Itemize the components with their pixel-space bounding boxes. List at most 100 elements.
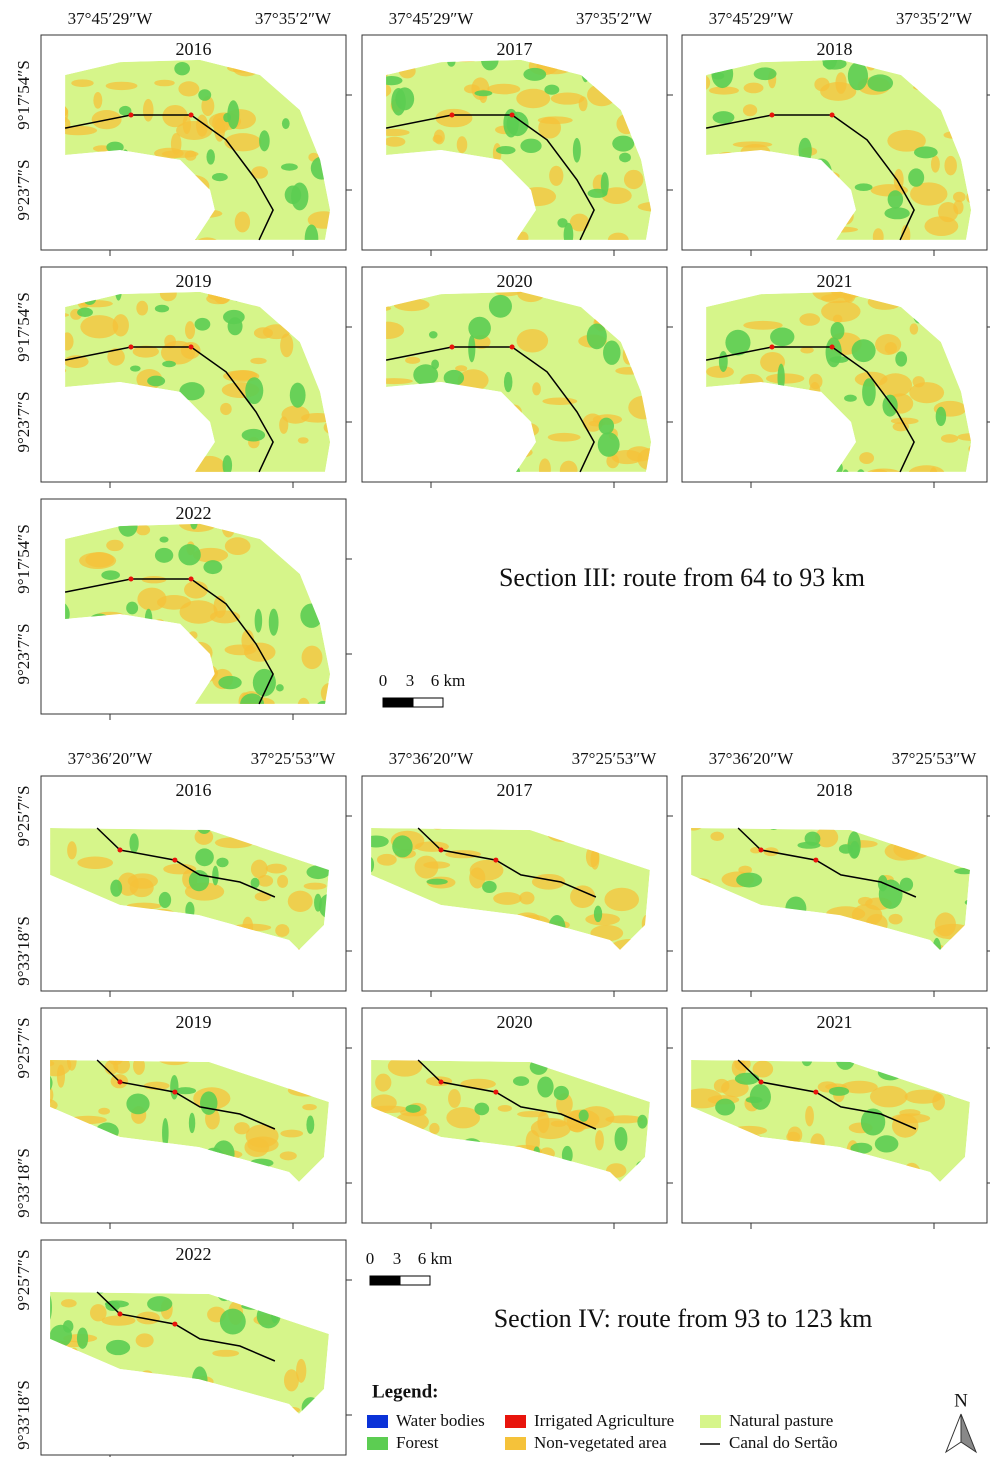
forest-patch — [413, 364, 439, 386]
forest-patch — [281, 118, 290, 130]
forest-patch — [203, 560, 223, 575]
forest-patch — [218, 675, 242, 690]
non-vegetated-patch — [530, 1117, 571, 1140]
forest-patch — [281, 163, 298, 171]
non-vegetated-patch — [159, 291, 177, 302]
non-vegetated-patch — [50, 1060, 72, 1077]
forest-patch — [829, 356, 849, 363]
year-label: 2021 — [817, 271, 853, 291]
non-vegetated-patch — [578, 1106, 615, 1129]
non-vegetated-patch — [537, 116, 573, 125]
section-title: Section IV: route from 93 to 123 km — [494, 1304, 873, 1333]
non-vegetated-patch — [98, 1107, 110, 1115]
longitude-label: 37°35′2″W — [896, 9, 973, 28]
forest-patch — [862, 378, 876, 407]
legend-swatch — [505, 1415, 526, 1428]
forest-patch — [314, 893, 322, 912]
forest-patch — [405, 1104, 421, 1113]
forest-patch — [395, 87, 415, 111]
forest-patch — [428, 331, 438, 339]
forest-patch — [835, 1060, 856, 1070]
forest-patch — [847, 62, 869, 91]
forest-patch — [77, 307, 93, 318]
irrigated-spot — [172, 1321, 178, 1327]
section-title: Section III: route from 64 to 93 km — [499, 563, 865, 592]
non-vegetated-patch — [262, 324, 290, 340]
forest-patch — [860, 1108, 886, 1136]
non-vegetated-patch — [254, 892, 272, 902]
non-vegetated-patch — [456, 136, 468, 154]
non-vegetated-patch — [136, 300, 149, 316]
forest-patch — [895, 351, 908, 367]
forest-patch — [736, 872, 763, 888]
forest-patch — [200, 1091, 218, 1115]
year-label: 2022 — [176, 1244, 212, 1264]
non-vegetated-patch — [301, 645, 323, 670]
non-vegetated-patch — [106, 539, 124, 552]
non-vegetated-patch — [133, 1060, 145, 1075]
non-vegetated-patch — [162, 104, 188, 128]
non-vegetated-patch — [487, 83, 521, 95]
forest-patch — [537, 1076, 554, 1098]
non-vegetated-patch — [112, 314, 129, 337]
non-vegetated-patch — [296, 1358, 307, 1383]
forest-patch — [882, 394, 898, 417]
forest-patch — [850, 1142, 873, 1154]
non-vegetated-patch — [375, 1073, 392, 1092]
irrigated-spot — [509, 344, 515, 350]
legend-label: Non-vegetated area — [534, 1433, 667, 1452]
forest-patch — [170, 1074, 179, 1100]
forest-patch — [612, 135, 635, 152]
non-vegetated-patch — [841, 1080, 878, 1094]
irrigated-spot — [438, 847, 444, 853]
non-vegetated-patch — [909, 382, 945, 404]
non-vegetated-patch — [930, 155, 940, 173]
forest-patch — [154, 304, 170, 313]
non-vegetated-patch — [821, 300, 861, 323]
forest-patch — [884, 207, 910, 220]
forest-patch — [106, 141, 124, 153]
non-vegetated-patch — [178, 81, 200, 97]
forest-patch — [318, 893, 329, 919]
irrigated-spot — [829, 112, 835, 118]
longitude-label: 37°45′29″W — [389, 9, 475, 28]
non-vegetated-patch — [277, 874, 289, 888]
non-vegetated-patch — [220, 402, 232, 416]
non-vegetated-patch — [460, 1078, 496, 1090]
forest-patch — [822, 59, 838, 70]
non-vegetated-patch — [890, 417, 919, 425]
irrigated-spot — [128, 576, 134, 582]
longitude-label: 37°25′53″W — [572, 749, 658, 768]
non-vegetated-patch — [606, 453, 620, 469]
pasture-area — [371, 828, 650, 950]
non-vegetated-patch — [297, 697, 310, 704]
canal-line — [737, 1059, 917, 1130]
non-vegetated-patch — [611, 449, 643, 465]
non-vegetated-patch — [371, 1094, 397, 1112]
forest-patch — [254, 608, 263, 633]
latitude-label: 9°17′54″S — [14, 524, 33, 594]
canal-line — [417, 827, 597, 898]
non-vegetated-patch — [251, 166, 268, 179]
forest-patch — [223, 309, 245, 325]
irrigated-spot — [128, 344, 134, 350]
non-vegetated-patch — [60, 1299, 77, 1308]
forest-patch — [119, 105, 132, 116]
forest-patch — [371, 857, 375, 873]
non-vegetated-patch — [752, 1060, 774, 1078]
forest-patch — [734, 1072, 760, 1085]
non-vegetated-patch — [637, 201, 652, 212]
forest-patch — [195, 848, 214, 867]
scale-bar — [382, 697, 414, 708]
non-vegetated-patch — [516, 88, 551, 109]
canal-line — [96, 1059, 276, 1130]
non-vegetated-patch — [805, 1105, 814, 1127]
non-vegetated-patch — [280, 333, 294, 358]
forest-patch — [513, 1076, 530, 1086]
non-vegetated-patch — [184, 580, 209, 599]
forest-patch — [159, 536, 169, 543]
legend-title: Legend: — [372, 1381, 439, 1402]
legend-swatch — [505, 1437, 526, 1450]
forest-patch — [488, 294, 512, 318]
